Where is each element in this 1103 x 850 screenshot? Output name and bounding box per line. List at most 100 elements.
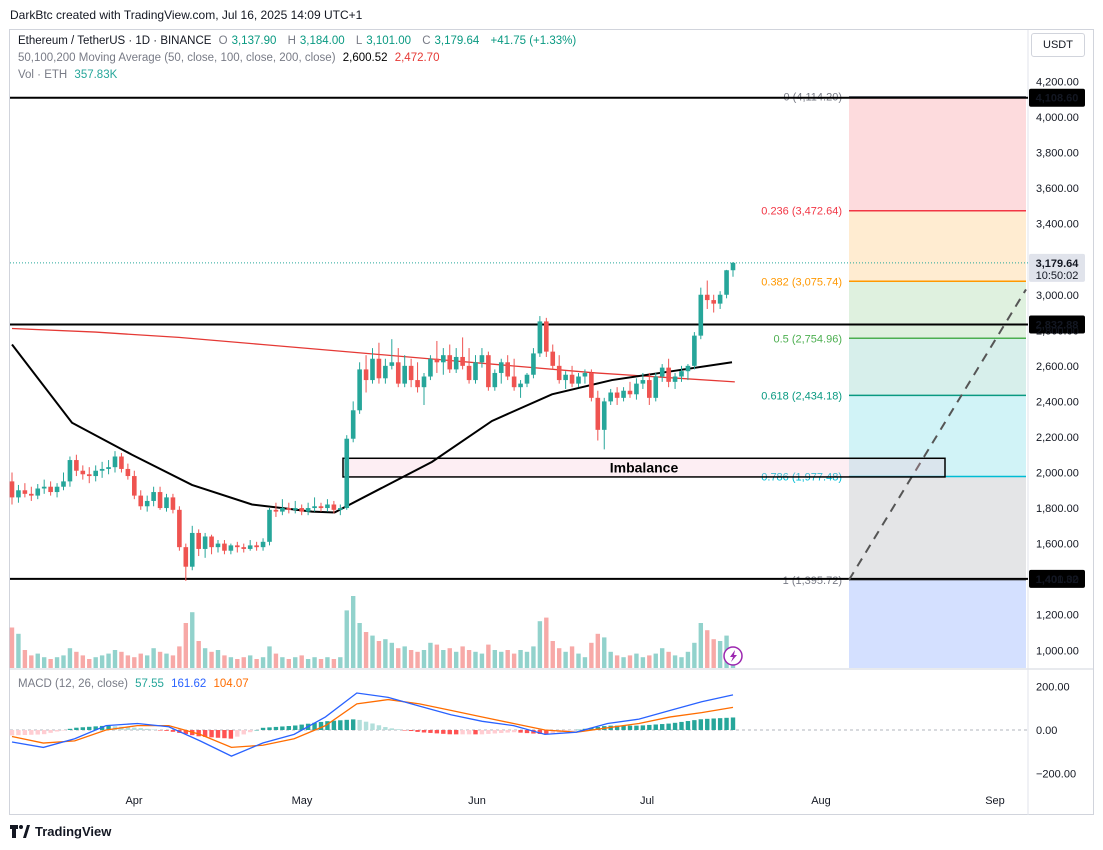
volume-legend[interactable]: Vol · ETH 357.83K bbox=[18, 69, 121, 81]
tradingview-logo[interactable]: TradingView bbox=[10, 824, 111, 839]
candle-body bbox=[531, 353, 536, 375]
macd-histogram-bar bbox=[299, 724, 304, 730]
candle-body bbox=[157, 492, 163, 509]
volume-bar bbox=[685, 651, 691, 668]
macd-histogram-bar bbox=[550, 730, 555, 734]
ma-legend[interactable]: 50,100,200 Moving Average (50, close, 10… bbox=[18, 52, 443, 64]
macd-histogram-bar bbox=[518, 730, 523, 733]
macd-signal-line bbox=[11, 698, 734, 749]
candle-body bbox=[305, 508, 311, 512]
macd-histogram-bar bbox=[164, 730, 169, 731]
currency-button[interactable]: USDT bbox=[1031, 33, 1085, 57]
volume-bar bbox=[383, 639, 388, 668]
chart-attribution: DarkBtc created with TradingView.com, Ju… bbox=[10, 8, 363, 22]
macd-histogram-bar bbox=[331, 720, 337, 730]
macd-histogram-bar bbox=[640, 725, 646, 730]
fib-level-label-0.236: 0.236 (3,472.64) bbox=[761, 206, 842, 218]
volume-bar bbox=[595, 633, 601, 668]
price-axis-tick: 1,400.00 bbox=[1036, 574, 1079, 586]
candle-body bbox=[370, 358, 375, 381]
candle-body bbox=[634, 383, 639, 395]
volume-bar bbox=[273, 653, 279, 668]
macd-histogram-bar bbox=[511, 730, 517, 733]
volume-bar bbox=[717, 641, 723, 668]
fib-level-label-0.618: 0.618 (2,434.18) bbox=[761, 390, 842, 402]
candle-body bbox=[247, 545, 253, 549]
volume-bar bbox=[54, 657, 60, 668]
candle-body bbox=[473, 362, 478, 381]
volume-bar bbox=[486, 644, 491, 668]
candle-body bbox=[524, 374, 530, 384]
volume-bar bbox=[576, 653, 581, 668]
macd-legend[interactable]: MACD (12, 26, close) 57.55 161.62 104.07 bbox=[18, 678, 253, 690]
macd-histogram-bar bbox=[228, 730, 234, 739]
macd-histogram-bar bbox=[627, 725, 633, 730]
macd-label: MACD (12, 26, close) bbox=[18, 678, 128, 690]
price-axis-tick: 2,800.00 bbox=[1036, 325, 1079, 337]
imbalance-label: Imbalance bbox=[610, 460, 679, 476]
volume-bar bbox=[408, 650, 414, 668]
chart-frame bbox=[9, 29, 1094, 815]
time-axis-label: Jun bbox=[468, 795, 486, 807]
volume-bar bbox=[48, 659, 53, 668]
volume-bar bbox=[589, 642, 594, 668]
macd-histogram-bar bbox=[453, 730, 459, 735]
candle-body bbox=[170, 497, 176, 510]
macd-histogram-bar bbox=[460, 730, 465, 735]
macd-histogram-bar bbox=[666, 723, 671, 730]
macd-histogram-bar bbox=[209, 730, 214, 738]
candle-body bbox=[228, 545, 234, 551]
tradingview-icon bbox=[10, 825, 30, 838]
symbol-legend[interactable]: Ethereum / TetherUS · 1D · BINANCE O 3,13… bbox=[18, 35, 580, 47]
volume-bar bbox=[157, 651, 163, 668]
macd-histogram-bar bbox=[125, 727, 131, 730]
volume-bar bbox=[402, 646, 407, 668]
volume-bar bbox=[370, 635, 375, 668]
fib-level-label-0.382: 0.382 (3,075.74) bbox=[761, 276, 842, 288]
candle-body bbox=[647, 380, 652, 398]
price-axis-tick: 3,800.00 bbox=[1036, 148, 1079, 160]
candle-body bbox=[537, 321, 543, 354]
macd-histogram-bar bbox=[717, 718, 723, 730]
candle-body bbox=[132, 476, 137, 496]
volume-bar bbox=[125, 655, 131, 668]
volume-bar bbox=[350, 596, 356, 668]
macd-histogram-bar bbox=[241, 730, 246, 735]
volume-bar bbox=[634, 653, 639, 668]
macd-histogram-bar bbox=[524, 730, 530, 734]
candle-body bbox=[608, 392, 613, 402]
candle-body bbox=[421, 376, 427, 388]
macd-histogram-bar bbox=[151, 729, 156, 731]
volume-bar bbox=[428, 642, 433, 668]
volume-bar bbox=[653, 653, 658, 668]
candle-body bbox=[659, 367, 665, 377]
lightning-icon[interactable] bbox=[723, 646, 743, 666]
candle-body bbox=[704, 294, 710, 301]
price-axis-tick: 3,000.00 bbox=[1036, 290, 1079, 302]
time-axis-label: Aug bbox=[811, 795, 831, 807]
volume-bar bbox=[698, 623, 704, 668]
horizontal-level-label: 1,401.32 bbox=[1036, 574, 1079, 586]
volume-bar bbox=[518, 650, 523, 668]
candle-body bbox=[408, 365, 414, 381]
volume-bar bbox=[479, 653, 485, 668]
time-axis-label: Apr bbox=[125, 795, 142, 807]
candle-body bbox=[428, 358, 433, 377]
macd-histogram-bar bbox=[80, 727, 86, 730]
volume-bar bbox=[511, 653, 517, 668]
macd-histogram-bar bbox=[499, 730, 504, 734]
volume-bar bbox=[305, 659, 311, 668]
candle-body bbox=[280, 508, 285, 512]
fib-zone-6 bbox=[849, 579, 1026, 668]
volume-bar bbox=[29, 655, 34, 668]
candle-body bbox=[434, 358, 440, 363]
candle-body bbox=[614, 392, 620, 398]
ma50-line bbox=[11, 343, 733, 514]
macd-histogram-bar bbox=[724, 717, 729, 730]
volume-bar bbox=[16, 633, 21, 668]
macd-histogram-bar bbox=[711, 718, 716, 730]
macd-histogram-bar bbox=[74, 727, 79, 730]
volume-bar bbox=[67, 648, 73, 668]
volume-bar bbox=[659, 648, 665, 668]
